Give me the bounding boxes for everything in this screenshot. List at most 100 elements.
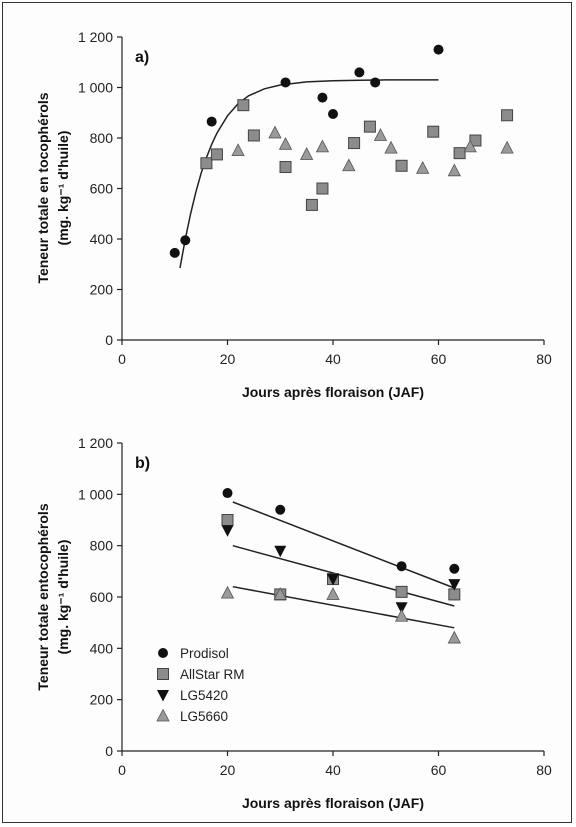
- panel-b-x-axis-title: Jours après floraison (JAF): [242, 795, 424, 811]
- panel-b-data-point-triangle-down: [274, 545, 287, 558]
- panel-a-data-point-triangle-up: [231, 143, 245, 157]
- legend-symbol-triangle-down: [157, 690, 169, 702]
- panel-b-data-point-triangle-down: [327, 574, 339, 586]
- panel-b-data-point-triangle-down: [221, 525, 234, 537]
- panel-a-data-point-square: [427, 125, 440, 138]
- legend-label-prodisol: Prodisol: [180, 646, 229, 661]
- panel-b-data-point-circle: [396, 561, 407, 572]
- panel-a-x-tick-label: 60: [431, 351, 447, 367]
- panel-b: b) Jours après floraison (JAF) Teneur to…: [35, 435, 552, 811]
- legend-item-lg5660: LG5660: [156, 708, 228, 724]
- panel-a-data-point-square: [453, 147, 466, 160]
- legend-marker-lg5420: [157, 690, 169, 702]
- panel-a-data-point-triangle-up: [342, 158, 356, 172]
- panel-a-y-tick-label: 600: [90, 181, 114, 197]
- panel-a-data-point-square: [279, 161, 292, 174]
- legend-label-allstar-rm: AllStar RM: [180, 667, 245, 682]
- panel-a-data-point-square: [501, 109, 514, 122]
- panel-a-data-point-triangle-up: [299, 147, 314, 160]
- panel-a-data-point-triangle-up: [447, 163, 461, 177]
- panel-a-data-point-triangle-up: [416, 160, 430, 174]
- legend-label-lg5420: LG5420: [180, 688, 228, 703]
- panel-b-x-tick-label: 40: [325, 762, 341, 778]
- legend-symbol-square: [157, 668, 169, 680]
- panel-b-data-point-square: [395, 585, 408, 598]
- panel-b-y-axis-title-line2: (mg. kg⁻¹ d'huile): [55, 540, 71, 655]
- panel-a-data-point-circle: [354, 67, 365, 78]
- panel-a-data-point-circle: [180, 235, 191, 246]
- panel-b-x-tick-label: 0: [118, 762, 126, 778]
- panel-a: a) Jours après floraison (JAF) Teneur to…: [35, 29, 552, 400]
- panel-a-trend-line: [179, 79, 439, 269]
- panel-b-y-tick-label: 0: [105, 743, 113, 759]
- panel-a-data-point-circle: [328, 109, 338, 120]
- legend-item-prodisol: Prodisol: [158, 646, 229, 661]
- panel-b-y-tick-label: 1 000: [78, 486, 113, 502]
- legend-symbol-triangle-up: [156, 708, 170, 722]
- panel-b-trend-line: [232, 544, 455, 607]
- panel-b-y-tick-label: 1 200: [78, 435, 113, 451]
- legend-item-allstar-rm: AllStar RM: [157, 667, 245, 682]
- panel-b-x-tick-label: 80: [536, 762, 552, 778]
- panel-b-data-point-triangle-down: [448, 579, 461, 591]
- panel-a-data-point-square: [237, 99, 250, 112]
- panel-a-y-axis-title-line1: Teneur totale en tocophérols: [35, 92, 51, 283]
- panel-a-data-point-circle: [317, 92, 328, 103]
- legend-marker-prodisol: [158, 648, 168, 658]
- panel-b-data-point-triangle-up: [326, 587, 340, 600]
- panel-a-data-point-triangle-up: [500, 140, 514, 154]
- panel-a-data-point-triangle-up: [384, 140, 398, 154]
- legend-marker-allstar-rm: [157, 668, 169, 680]
- panel-a-data-point-triangle-up: [463, 139, 477, 153]
- panel-a-y-tick-label: 800: [90, 130, 114, 146]
- panel-b-data-point-square: [221, 514, 234, 526]
- panel-b-legend: Prodisol AllStar RM LG5420 LG5660: [156, 646, 245, 724]
- panel-b-data-point-triangle-down: [395, 602, 408, 614]
- panel-b-data-point-circle: [275, 504, 286, 515]
- legend-item-lg5420: LG5420: [157, 688, 228, 703]
- panel-b-y-tick-label: 200: [90, 692, 114, 708]
- panel-a-x-axis-title: Jours après floraison (JAF): [242, 384, 424, 400]
- panel-b-x-tick-label: 20: [220, 762, 236, 778]
- panel-a-data-point-square: [348, 137, 361, 150]
- panel-a-data-point-square: [200, 157, 213, 170]
- panel-a-x-tick-label: 80: [536, 351, 552, 367]
- panel-a-data-point-circle: [280, 77, 291, 88]
- panel-a-y-tick-label: 0: [105, 332, 113, 348]
- panel-b-x-tick-label: 60: [431, 762, 447, 778]
- panel-b-trend-line: [232, 501, 455, 589]
- panel-b-data-point-circle: [222, 488, 233, 499]
- panel-a-data-point-triangle-up: [278, 136, 293, 150]
- panel-a-data-point-square: [305, 198, 318, 211]
- panel-a-data-point-triangle-up: [268, 125, 282, 139]
- panel-a-data-point-circle: [370, 77, 381, 88]
- panel-b-y-tick-label: 400: [90, 640, 114, 656]
- panel-b-data-point-circle: [449, 563, 460, 574]
- legend-marker-lg5660: [156, 708, 170, 722]
- panel-a-data-point-square: [363, 120, 376, 133]
- panel-a-data-point-triangle-up: [373, 128, 388, 141]
- panel-b-y-tick-label: 600: [90, 589, 114, 605]
- legend-symbol-circle: [158, 648, 168, 658]
- panel-b-data-point-triangle-up: [394, 608, 409, 622]
- panel-a-data-point-circle: [206, 116, 217, 127]
- panel-a-x-tick-label: 20: [220, 351, 236, 367]
- panel-a-data-point-square: [316, 182, 329, 195]
- panel-a-label: a): [135, 49, 149, 66]
- panel-a-y-tick-label: 400: [90, 231, 114, 247]
- panel-a-data-point-square: [247, 129, 260, 142]
- panel-a-y-tick-label: 200: [90, 282, 114, 298]
- panel-b-data-point-triangle-up: [273, 587, 287, 600]
- panel-a-y-tick-label: 1 000: [78, 80, 113, 96]
- panel-b-trend-line: [232, 585, 455, 629]
- panel-a-y-tick-label: 1 200: [78, 29, 113, 45]
- panel-a-y-axis-title-line2: (mg. kg⁻¹ d'huile): [55, 131, 71, 246]
- panel-b-y-axis-title-line1: Teneur totale entocophérols: [35, 503, 51, 690]
- panel-b-label: b): [135, 455, 150, 472]
- panel-a-x-tick-label: 0: [118, 351, 126, 367]
- panel-b-data-point-triangle-up: [220, 585, 235, 599]
- panel-a-data-point-triangle-up: [315, 139, 330, 153]
- legend-label-lg5660: LG5660: [180, 709, 228, 724]
- panel-a-data-point-circle: [433, 44, 444, 55]
